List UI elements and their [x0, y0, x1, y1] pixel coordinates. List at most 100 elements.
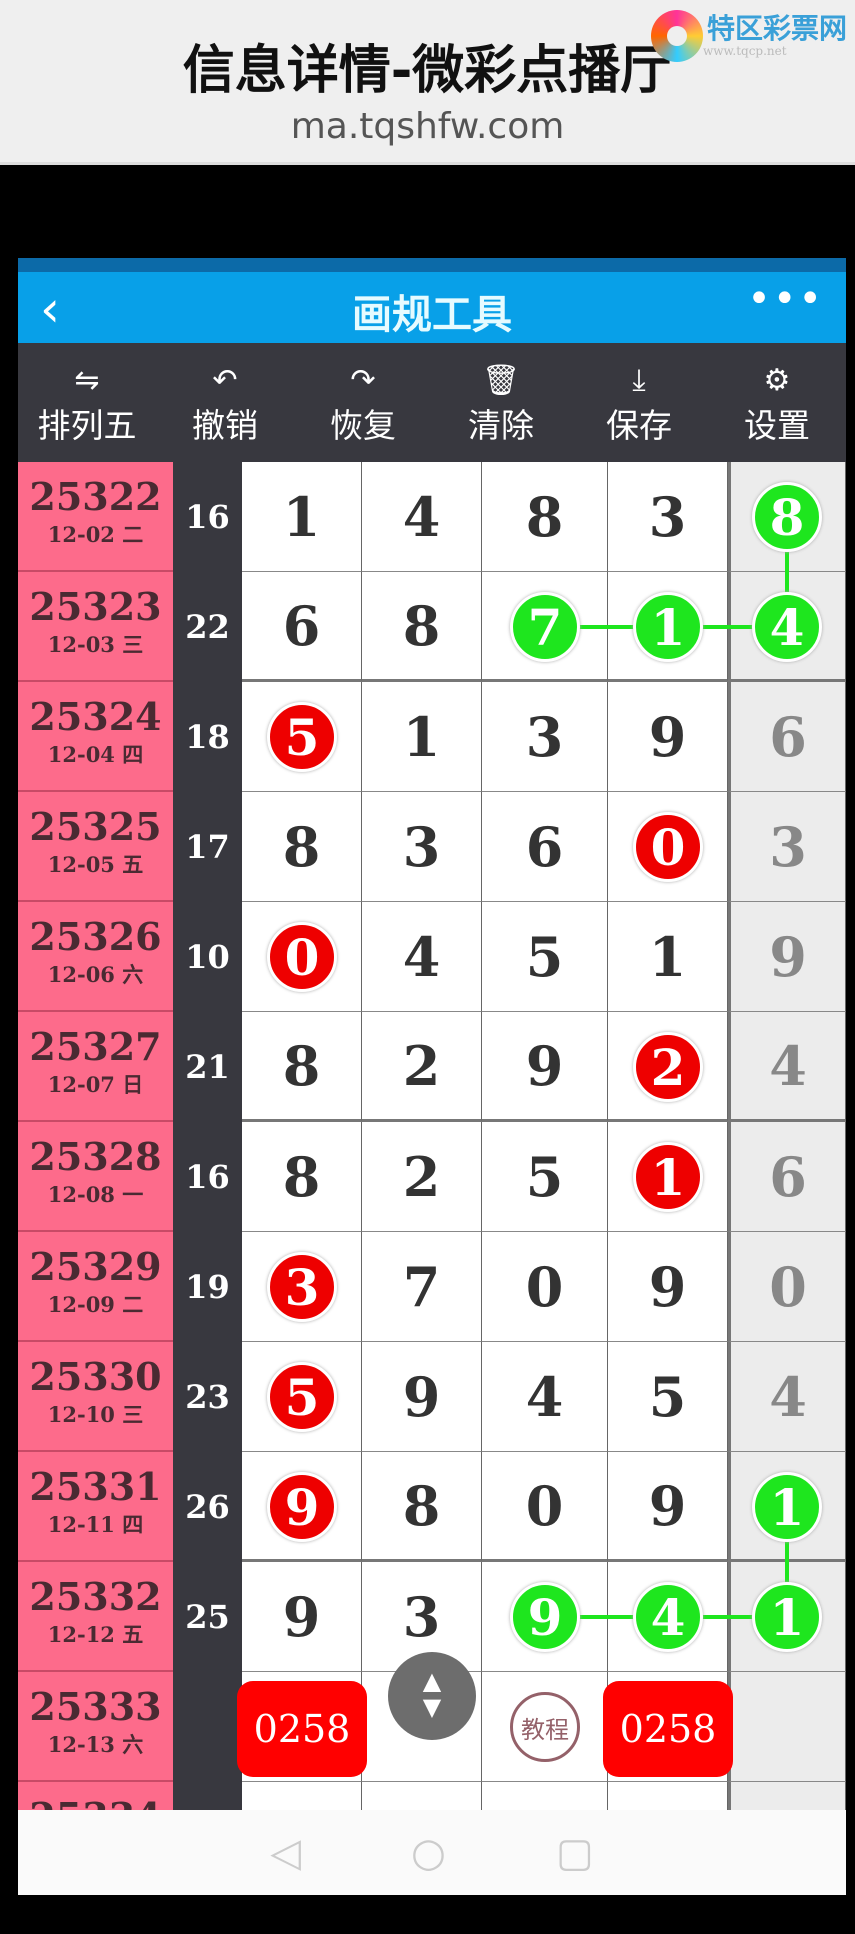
digit-cell[interactable]: 2: [362, 1122, 482, 1232]
scroll-toggle-button[interactable]: ▲ ▼: [388, 1652, 476, 1740]
red-ball[interactable]: 2: [633, 1032, 703, 1102]
sum-cell: 23: [173, 1342, 242, 1452]
recents-nav-icon[interactable]: ▢: [555, 1829, 594, 1876]
chevron-left-icon[interactable]: ‹: [40, 280, 60, 338]
toolbar-gear-button[interactable]: ⚙ 设置: [708, 343, 846, 462]
green-ball[interactable]: 9: [510, 1582, 580, 1652]
red-ball[interactable]: 9: [267, 1472, 337, 1542]
digit-cell[interactable]: 0: [482, 1452, 608, 1562]
red-ball[interactable]: 0: [267, 922, 337, 992]
home-nav-icon[interactable]: ○: [411, 1829, 446, 1876]
digit-cell[interactable]: [242, 1452, 362, 1562]
digit-cell[interactable]: 8: [482, 462, 608, 572]
digit-cell[interactable]: 3: [362, 792, 482, 902]
digit-cell[interactable]: 4: [482, 1342, 608, 1452]
digit-cell[interactable]: 8: [242, 1012, 362, 1122]
digit-cell[interactable]: 4: [362, 462, 482, 572]
digit-cell[interactable]: 4: [728, 1012, 846, 1122]
digit-cell[interactable]: [608, 792, 728, 902]
digit-cell[interactable]: 3: [728, 792, 846, 902]
toolbar-redo-button[interactable]: ↷ 恢复: [294, 343, 432, 462]
red-ball[interactable]: 0: [633, 812, 703, 882]
digit-cell[interactable]: 7: [362, 1232, 482, 1342]
digit-cell[interactable]: [362, 1672, 482, 1782]
digit-cell[interactable]: 3: [482, 682, 608, 792]
issue-cell: 25326 12-06 六: [18, 902, 173, 1012]
digit-cell[interactable]: 1: [362, 682, 482, 792]
digit-cell[interactable]: 6: [728, 1122, 846, 1232]
issue-cell: 25333 12-13 六: [18, 1672, 173, 1782]
digit-cell[interactable]: 4: [728, 1342, 846, 1452]
issue-cell: 25324 12-04 四: [18, 682, 173, 792]
digit-cell[interactable]: 6: [242, 572, 362, 682]
digit-cell[interactable]: 4: [362, 902, 482, 1012]
digit-cell[interactable]: [242, 682, 362, 792]
digit-cell[interactable]: 6: [482, 792, 608, 902]
logo: 特区彩票网 www.tqcp.net: [650, 10, 847, 62]
digit-cell[interactable]: 0: [728, 1232, 846, 1342]
digit-cell[interactable]: [242, 1342, 362, 1452]
sum-cell: 22: [173, 572, 242, 682]
digit-cell[interactable]: 3: [608, 462, 728, 572]
digit-cell[interactable]: 5: [482, 1122, 608, 1232]
digit-cell[interactable]: [242, 1782, 362, 1810]
toolbar-undo-button[interactable]: ↶ 撤销: [156, 343, 294, 462]
draw-grid[interactable]: 25322 12-02 二 16 1 4 8 3 25323 12-03 三 22 6 8 25324 1…: [18, 462, 846, 1810]
digit-cell[interactable]: [242, 1232, 362, 1342]
download-icon: ⤓: [632, 363, 646, 398]
digit-cell[interactable]: 8: [242, 1122, 362, 1232]
issue-cell: 25330 12-10 三: [18, 1342, 173, 1452]
digit-cell[interactable]: 9: [608, 1232, 728, 1342]
digit-cell[interactable]: 8: [362, 1452, 482, 1562]
trash-icon: 🗑: [481, 363, 521, 398]
more-icon[interactable]: •••: [747, 276, 824, 322]
digit-cell[interactable]: [608, 1122, 728, 1232]
digit-cell[interactable]: 5: [482, 902, 608, 1012]
toolbar-swap-button[interactable]: ⇋ 排列五: [18, 343, 156, 462]
prediction-badge[interactable]: 0258: [603, 1681, 733, 1777]
digit-cell[interactable]: 9: [608, 1452, 728, 1562]
green-ball[interactable]: 4: [752, 592, 822, 662]
digit-cell[interactable]: [242, 902, 362, 1012]
digit-cell[interactable]: [608, 1012, 728, 1122]
red-ball[interactable]: 5: [267, 1362, 337, 1432]
digit-cell[interactable]: 8: [362, 572, 482, 682]
digit-cell[interactable]: 6: [728, 682, 846, 792]
digit-cell[interactable]: 9: [482, 1012, 608, 1122]
digit-cell[interactable]: 9: [242, 1562, 362, 1672]
digit-cell[interactable]: 2: [362, 1012, 482, 1122]
toolbar-trash-button[interactable]: 🗑 清除: [432, 343, 570, 462]
green-ball[interactable]: 1: [752, 1582, 822, 1652]
digit-cell[interactable]: 1: [608, 902, 728, 1012]
digit-cell[interactable]: [728, 1672, 846, 1782]
red-ball[interactable]: 5: [267, 702, 337, 772]
green-ball[interactable]: 7: [510, 592, 580, 662]
red-ball[interactable]: 1: [633, 1142, 703, 1212]
digit-cell[interactable]: 1: [242, 462, 362, 572]
prediction-badge[interactable]: 0258: [237, 1681, 367, 1777]
green-ball[interactable]: 1: [633, 592, 703, 662]
digit-cell[interactable]: [482, 1782, 608, 1810]
sum-cell: 16: [173, 1122, 242, 1232]
digit-cell[interactable]: [608, 1782, 728, 1810]
green-ball[interactable]: 4: [633, 1582, 703, 1652]
toolbar-download-button[interactable]: ⤓ 保存: [570, 343, 708, 462]
digit-cell[interactable]: 8: [242, 792, 362, 902]
digit-cell[interactable]: 9: [728, 902, 846, 1012]
digit-cell[interactable]: 5: [608, 1342, 728, 1452]
digit-cell[interactable]: 0: [482, 1232, 608, 1342]
digit-cell[interactable]: [728, 1782, 846, 1810]
green-ball[interactable]: 8: [752, 482, 822, 552]
green-ball[interactable]: 1: [752, 1472, 822, 1542]
link-lines: [545, 517, 789, 1619]
issue-number: 25328: [29, 1134, 162, 1179]
digit-cell[interactable]: [362, 1782, 482, 1810]
sum-cell: 17: [173, 792, 242, 902]
red-ball[interactable]: 3: [267, 1252, 337, 1322]
digit-cell[interactable]: 9: [362, 1342, 482, 1452]
arrow-up-icon: ▲: [422, 1667, 442, 1695]
issue-number: 25332: [29, 1574, 162, 1619]
digit-cell[interactable]: 9: [608, 682, 728, 792]
toolbar-label: 保存: [606, 406, 672, 445]
back-nav-icon[interactable]: ◁: [270, 1829, 302, 1876]
